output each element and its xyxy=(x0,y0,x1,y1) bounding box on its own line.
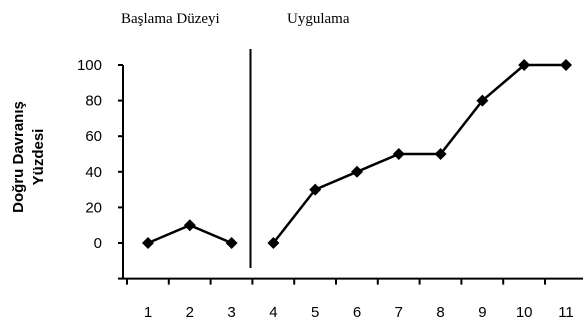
series-layer xyxy=(142,59,572,249)
data-point-diamond xyxy=(392,148,405,160)
x-tick-label: 8 xyxy=(436,304,444,321)
data-point-diamond xyxy=(142,237,154,249)
x-tick-label: 4 xyxy=(269,304,277,321)
y-tick-label: 80 xyxy=(85,93,102,110)
data-point-diamond xyxy=(351,165,363,178)
x-tick-label: 2 xyxy=(186,304,194,321)
data-point-diamond xyxy=(183,219,196,232)
y-tick-label: 0 xyxy=(94,235,102,252)
data-point-diamond xyxy=(518,59,531,71)
y-tick-label: 20 xyxy=(85,199,102,216)
x-tick-label: 9 xyxy=(478,304,486,321)
phase-label-intervention: Uygulama xyxy=(287,11,350,27)
x-tick-label: 3 xyxy=(227,304,235,321)
x-tick-label: 7 xyxy=(395,304,403,321)
data-point-diamond xyxy=(225,237,238,249)
phase-labels: Başlama Düzeyi Uygulama xyxy=(121,11,350,27)
y-axis-label-line-1: Doğru Davranış xyxy=(10,101,27,213)
y-ticks: 0 20 40 60 80 100 xyxy=(77,57,123,280)
data-point-diamond xyxy=(309,183,322,196)
x-tick-label: 10 xyxy=(516,304,533,321)
x-tick-label: 5 xyxy=(311,304,319,321)
x-ticks: 1 2 3 4 5 6 7 8 9 10 11 xyxy=(126,278,574,321)
y-tick-label: 60 xyxy=(85,128,102,145)
data-point-diamond xyxy=(476,94,489,107)
y-tick-label: 100 xyxy=(77,57,102,74)
y-axis-label-line-2: Yüzdesi xyxy=(30,129,47,186)
x-tick-label: 1 xyxy=(144,304,152,321)
y-axis-group: 0 20 40 60 80 100 xyxy=(77,57,124,280)
x-axis-group: 1 2 3 4 5 6 7 8 9 10 11 xyxy=(123,277,583,321)
x-tick-label: 6 xyxy=(353,304,361,321)
x-tick-label: 11 xyxy=(558,304,574,321)
series-line-2 xyxy=(272,63,566,244)
data-point-diamond xyxy=(560,59,572,71)
data-point-diamond xyxy=(267,237,280,249)
data-point-diamond xyxy=(434,148,447,160)
y-axis-label: Doğru Davranış Yüzdesi xyxy=(10,101,47,213)
y-tick-label: 40 xyxy=(85,164,102,181)
phase-label-baseline: Başlama Düzeyi xyxy=(121,11,220,27)
